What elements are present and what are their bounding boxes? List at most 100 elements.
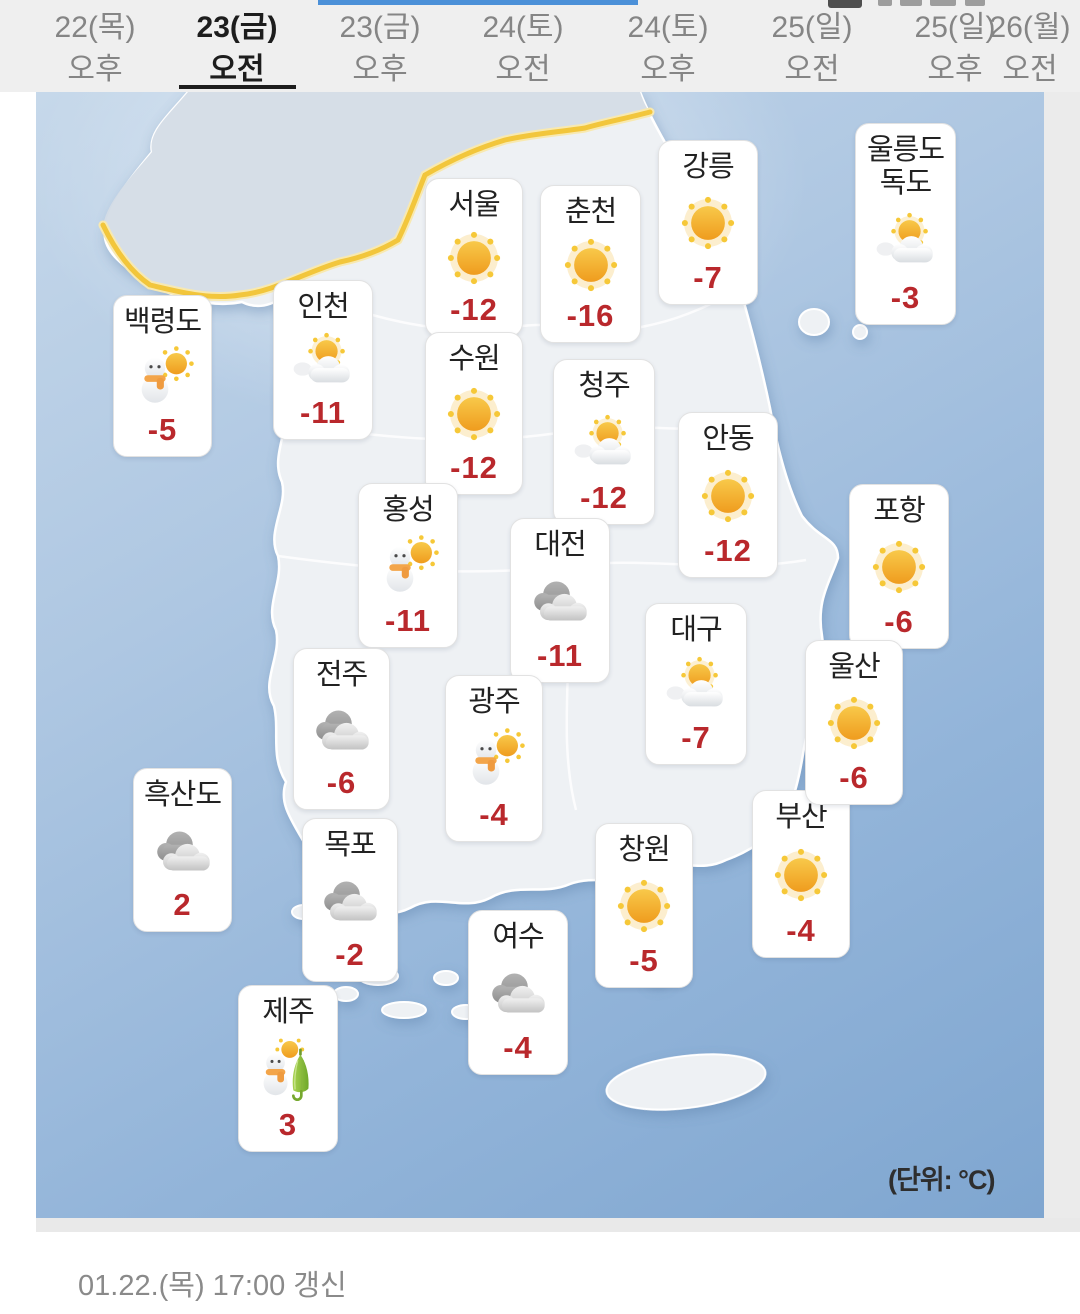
city-name: 전주 bbox=[315, 659, 368, 691]
city-temperature: -4 bbox=[503, 1030, 533, 1065]
city-name: 인천 bbox=[297, 291, 349, 323]
city-temperature: -12 bbox=[580, 480, 628, 515]
cloudy-icon bbox=[534, 581, 587, 621]
city-name: 여수 bbox=[492, 921, 544, 953]
city-temperature: 2 bbox=[173, 887, 192, 922]
snowman-umbrella-icon bbox=[262, 1037, 310, 1102]
top-cutoff-text-fragment bbox=[878, 0, 892, 6]
city-temperature: -7 bbox=[681, 720, 711, 755]
city-weather-card: 목포 -2 bbox=[302, 818, 398, 982]
city-weather-card: 광주 -4 bbox=[445, 675, 543, 842]
city-temperature: -12 bbox=[704, 533, 752, 568]
city-name: 백령도 bbox=[123, 306, 202, 338]
tab-23(금)-오전[interactable]: 23(금) 오전 bbox=[197, 0, 278, 92]
city-weather-card: 홍성 -11 bbox=[358, 483, 458, 648]
north-region-tint bbox=[103, 92, 650, 297]
tab-period-label: 오전 bbox=[784, 53, 840, 86]
sunny-icon bbox=[872, 541, 926, 594]
city-weather-card: 서울 -12 bbox=[425, 178, 523, 337]
weather-map: (단위: °C) 울릉도 독도 -3 강릉 -7 백령도 -5 인천 -11 서울… bbox=[36, 92, 1044, 1218]
city-temperature: -5 bbox=[629, 943, 659, 978]
city-temperature: -5 bbox=[147, 412, 178, 447]
tab-period-label: 오후 bbox=[352, 53, 408, 86]
city-temperature: -12 bbox=[450, 450, 498, 485]
partly-cloudy-icon bbox=[293, 332, 350, 383]
city-name: 광주 bbox=[468, 686, 520, 718]
tab-period-label: 오전 bbox=[209, 53, 265, 86]
tab-date-label: 24(토) bbox=[627, 11, 709, 44]
sunny-icon bbox=[447, 232, 501, 285]
map-bottom-border bbox=[36, 1218, 1080, 1232]
tab-23(금)-오후[interactable]: 23(금) 오후 bbox=[340, 0, 421, 92]
tab-date-label: 25(일) bbox=[914, 11, 996, 44]
sunny-icon bbox=[681, 197, 735, 250]
tab-period-label: 오전 bbox=[1002, 53, 1058, 86]
tab-25(일)-오후[interactable]: 25(일) 오후 bbox=[915, 0, 996, 92]
tab-25(일)-오전[interactable]: 25(일) 오전 bbox=[772, 0, 853, 92]
tab-date-label: 23(금) bbox=[196, 11, 278, 44]
city-temperature: 3 bbox=[278, 1107, 298, 1142]
tab-date-label: 25(일) bbox=[771, 11, 853, 44]
top-cutoff-indicator bbox=[318, 0, 638, 5]
tab-bar: 22(목) 오후 23(금) 오전 23(금) 오후 24(토) 오전 24(토… bbox=[0, 0, 1080, 92]
city-weather-card: 대구 -7 bbox=[645, 603, 747, 765]
city-name: 춘천 bbox=[564, 196, 617, 228]
city-name: 울릉도 독도 bbox=[866, 134, 945, 200]
city-name: 안동 bbox=[702, 423, 754, 455]
tab-period-label: 오후 bbox=[640, 53, 696, 86]
tab-26(월)-오전[interactable]: 26(월) 오전 bbox=[990, 0, 1071, 92]
partly-cloudy-icon bbox=[666, 656, 723, 707]
city-weather-card: 인천 -11 bbox=[273, 280, 373, 440]
city-temperature: -6 bbox=[326, 765, 357, 800]
top-cutoff-icon bbox=[828, 0, 862, 8]
sunny-icon bbox=[701, 469, 755, 522]
city-weather-card: 대전 -11 bbox=[510, 518, 610, 683]
city-weather-card: 울산 -6 bbox=[805, 640, 903, 805]
sunny-icon bbox=[774, 848, 828, 901]
cloudy-icon bbox=[492, 973, 545, 1013]
city-temperature: -6 bbox=[884, 604, 914, 639]
city-temperature: -12 bbox=[450, 292, 498, 327]
city-temperature: -11 bbox=[384, 603, 432, 638]
top-cutoff-text-fragment bbox=[900, 0, 922, 6]
city-weather-card: 수원 -12 bbox=[425, 332, 523, 495]
active-tab-underline bbox=[179, 85, 296, 89]
city-weather-card: 청주 -12 bbox=[553, 359, 655, 525]
sunny-icon bbox=[617, 880, 671, 933]
city-name: 수원 bbox=[448, 343, 500, 375]
tab-date-label: 26(월) bbox=[989, 11, 1071, 44]
tab-period-label: 오후 bbox=[927, 53, 983, 86]
city-name: 대전 bbox=[534, 529, 586, 561]
city-name: 포항 bbox=[873, 495, 925, 527]
city-weather-card: 안동 -12 bbox=[678, 412, 778, 578]
city-temperature: -11 bbox=[536, 638, 584, 673]
top-cutoff-text-fragment bbox=[965, 0, 985, 6]
city-weather-card: 흑산도 2 bbox=[133, 768, 232, 932]
tab-date-label: 22(목) bbox=[54, 11, 136, 44]
city-temperature: -4 bbox=[786, 913, 816, 948]
city-temperature: -4 bbox=[479, 797, 509, 832]
cloudy-icon bbox=[324, 881, 377, 921]
city-name: 부산 bbox=[775, 801, 827, 833]
tab-period-label: 오후 bbox=[67, 53, 123, 86]
tab-24(토)-오전[interactable]: 24(토) 오전 bbox=[483, 0, 564, 92]
city-temperature: -6 bbox=[839, 760, 869, 795]
tab-period-label: 오전 bbox=[495, 53, 551, 86]
tab-22(목)-오후[interactable]: 22(목) 오후 bbox=[55, 0, 136, 92]
city-weather-card: 부산 -4 bbox=[752, 790, 850, 958]
snowman-sunny-icon bbox=[472, 728, 525, 785]
city-name: 흑산도 bbox=[143, 779, 222, 811]
city-weather-card: 강릉 -7 bbox=[658, 140, 758, 305]
city-weather-card: 전주 -6 bbox=[293, 648, 390, 810]
city-weather-card: 여수 -4 bbox=[468, 910, 568, 1075]
city-name: 울산 bbox=[828, 651, 880, 683]
city-weather-card: 포항 -6 bbox=[849, 484, 949, 649]
sunny-icon bbox=[564, 238, 617, 291]
tab-date-label: 23(금) bbox=[339, 11, 421, 44]
city-weather-card: 울릉도 독도 -3 bbox=[855, 123, 956, 325]
city-temperature: -7 bbox=[693, 260, 723, 295]
city-weather-card: 춘천 -16 bbox=[540, 185, 641, 343]
tab-24(토)-오후[interactable]: 24(토) 오후 bbox=[628, 0, 709, 92]
city-name: 청주 bbox=[578, 370, 630, 402]
